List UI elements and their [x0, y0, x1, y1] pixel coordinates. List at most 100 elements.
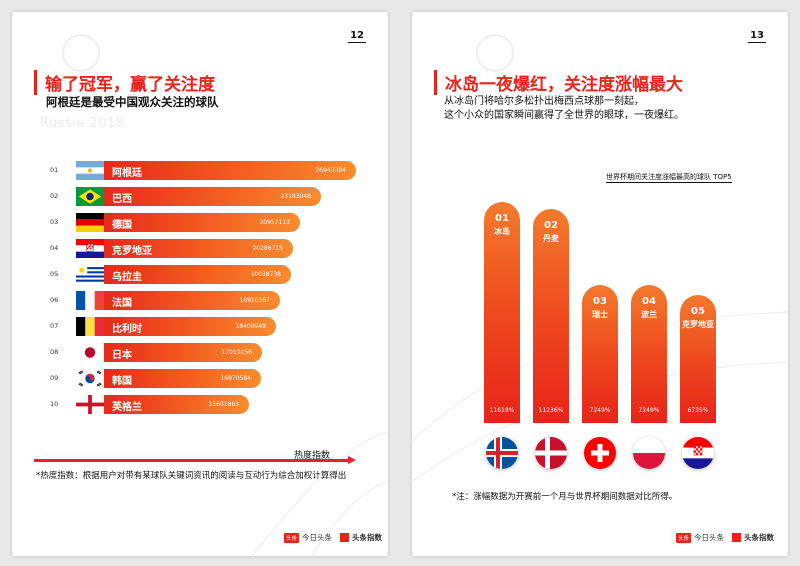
axis-label: 热度指数 [294, 451, 331, 461]
heat-bar: 克罗地亚 20286715 [102, 239, 293, 258]
column-rank: 05 [691, 306, 705, 317]
ranking-row: 03 德国 20957113 [26, 210, 366, 236]
soccer-ball-icon [62, 34, 100, 72]
column-growth-value: 11618% [489, 407, 515, 414]
heat-value: 26943384 [315, 167, 346, 174]
ranking-row: 10 英格兰 15601863 [26, 392, 366, 418]
axis-arrow-icon [348, 456, 356, 464]
ranking-row: 06 法国 18910387 [26, 288, 366, 314]
index-logo-icon [732, 533, 742, 542]
column-rank: 03 [593, 296, 607, 307]
description: 从冰岛门将哈尔多松扑出梅西点球那一刻起， 这个小众的国家瞬间赢得了全世界的眼球，… [444, 95, 684, 123]
column-growth-value: 7249% [638, 407, 660, 414]
ranking-row: 07 比利时 18409948 [26, 314, 366, 340]
growth-column: 04 波兰 7249% [631, 285, 667, 423]
heat-bar: 英格兰 15601863 [102, 395, 249, 414]
column-team-name: 丹麦 [543, 234, 559, 243]
growth-column: 05 克罗地亚 6735% [680, 295, 716, 423]
heat-bar: 韩国 16870584 [102, 369, 261, 388]
soccer-ball-icon [476, 34, 514, 72]
denmark-flag-icon [535, 437, 567, 469]
team-name: 日本 [112, 350, 132, 361]
croatia-flag-icon [682, 437, 714, 469]
rank-number: 05 [50, 270, 59, 278]
team-name: 巴西 [112, 194, 132, 205]
argentina-flag-icon [76, 161, 104, 180]
growth-column: 02 丹麦 11236% [533, 209, 569, 423]
description-line: 这个小众的国家瞬间赢得了全世界的眼球，一夜爆红。 [444, 110, 684, 121]
column-growth-value: 7249% [589, 407, 611, 414]
index-brand-label: 头条指数 [352, 533, 383, 542]
team-name: 韩国 [112, 376, 132, 387]
page-number: 12 [348, 30, 366, 43]
toutiao-logo-icon: 头条 [676, 532, 692, 543]
heat-bar: 巴西 23183048 [102, 187, 321, 206]
heat-value: 20957113 [259, 219, 290, 226]
rank-number: 04 [50, 244, 59, 252]
toutiao-brand: 头条 今日头条 [284, 532, 332, 543]
ranking-row: 09 韩国 16870584 [26, 366, 366, 392]
rank-number: 10 [50, 400, 59, 408]
column-team-name: 冰岛 [494, 227, 510, 236]
index-logo-icon [340, 533, 350, 542]
heat-value: 16870584 [220, 375, 251, 382]
page-subtitle: 阿根廷是最受中国观众关注的球队 [46, 95, 219, 109]
ranking-row: 08 日本 17010256 [26, 340, 366, 366]
team-name: 阿根廷 [112, 168, 142, 179]
ranking-row: 02 巴西 23183048 [26, 184, 366, 210]
heat-value: 15601863 [208, 401, 239, 408]
page-number: 13 [748, 30, 766, 43]
column-growth-value: 11236% [538, 407, 564, 414]
toutiao-brand-label: 今日头条 [694, 533, 725, 542]
title-block: 输了冠军，赢了关注度 [34, 70, 215, 95]
column-team-name: 克罗地亚 [682, 320, 714, 329]
heat-bar: 法国 18910387 [102, 291, 280, 310]
column-rank: 02 [544, 220, 558, 231]
chart-title: 世界杯期间关注度涨幅最高的球队 TOP5 [606, 173, 732, 183]
poland-flag-icon [633, 437, 665, 469]
heat-value: 18910387 [239, 297, 270, 304]
index-brand-label: 头条指数 [744, 533, 775, 542]
team-name: 比利时 [112, 324, 142, 335]
growth-column: 01 冰岛 11618% [484, 202, 520, 423]
rank-number: 03 [50, 218, 59, 226]
rank-number: 02 [50, 192, 59, 200]
rank-number: 07 [50, 322, 59, 330]
title-block: 冰岛一夜爆红，关注度涨幅最大 [434, 70, 683, 95]
brand-row: 头条 今日头条 头条指数 [676, 532, 774, 543]
toutiao-logo-icon: 头条 [284, 532, 300, 543]
team-name: 英格兰 [112, 402, 142, 413]
column-team-name: 瑞士 [592, 310, 608, 319]
heat-value: 20286715 [252, 245, 283, 252]
heat-bar: 阿根廷 26943384 [102, 161, 356, 180]
index-brand: 头条指数 [732, 532, 774, 543]
france-flag-icon [76, 291, 104, 310]
croatia-flag-icon [76, 239, 104, 258]
uruguay-flag-icon [76, 265, 104, 284]
germany-flag-icon [76, 213, 104, 232]
team-name: 克罗地亚 [112, 246, 152, 257]
korea-flag-icon [76, 369, 104, 388]
heat-value: 18409948 [235, 323, 266, 330]
description-line: 从冰岛门将哈尔多松扑出梅西点球那一刻起， [444, 96, 644, 107]
rank-number: 08 [50, 348, 59, 356]
brand-row: 头条 今日头条 头条指数 [284, 532, 382, 543]
column-rank: 04 [642, 296, 656, 307]
england-flag-icon [76, 395, 104, 414]
heat-bar: 比利时 18409948 [102, 317, 276, 336]
heat-bar: 乌拉圭 20038738 [102, 265, 291, 284]
ranking-row: 01 阿根廷 26943384 [26, 158, 366, 184]
column-team-name: 波兰 [641, 310, 657, 319]
column-rank: 01 [495, 213, 509, 224]
footnote: *注：涨幅数据为开赛前一个月与世界杯期间数据对比所得。 [452, 492, 678, 502]
axis-line [34, 459, 352, 462]
left-page: 12 Russia 2018 输了冠军，赢了关注度 阿根廷是最受中国观众关注的球… [12, 12, 388, 556]
heat-bar: 德国 20957113 [102, 213, 300, 232]
team-name: 德国 [112, 220, 132, 231]
column-growth-value: 6735% [687, 407, 709, 414]
rank-number: 06 [50, 296, 59, 304]
heat-value: 17010256 [221, 349, 252, 356]
toutiao-brand-label: 今日头条 [302, 533, 333, 542]
heat-value: 20038738 [250, 271, 281, 278]
rank-number: 01 [50, 166, 59, 174]
